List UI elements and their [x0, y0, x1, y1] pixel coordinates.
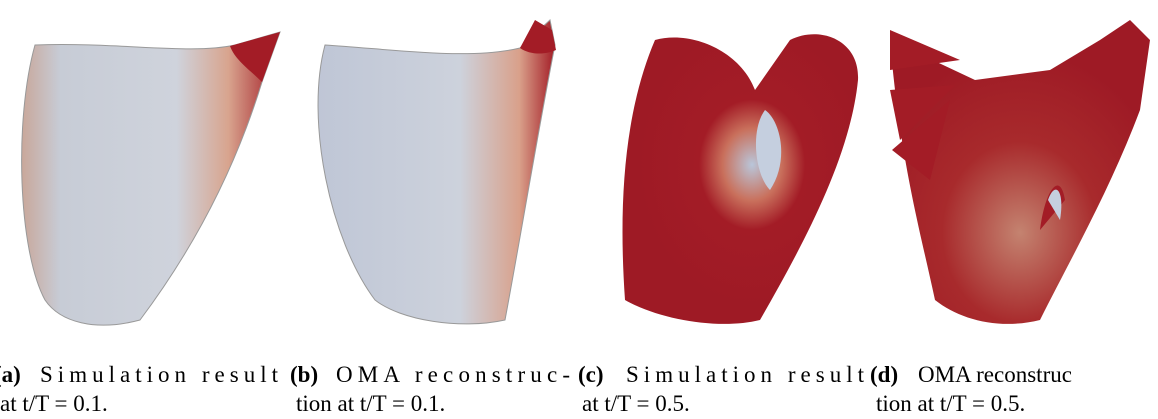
caption-line: OMA reconstruc	[918, 362, 1072, 387]
panel-c-image	[623, 34, 859, 324]
caption-line: at t/T = 0.1.	[0, 391, 108, 416]
subfigure-label: (a)	[0, 362, 21, 387]
subfigure-label: (c)	[578, 362, 604, 387]
caption-line: Simulation result	[40, 362, 279, 387]
panel-a-image	[22, 32, 280, 325]
caption-line: at t/T = 0.5.	[582, 391, 690, 416]
page: {"subfigures":[ {"label":"(a)","caption_…	[0, 0, 1158, 419]
subfigure-label: (d)	[870, 362, 898, 387]
caption-line: Simulation result	[626, 362, 865, 387]
panel-d-image	[890, 20, 1150, 324]
caption-line: tion at t/T = 0.5.	[876, 391, 1025, 416]
figure: (a) Simulation result at t/T = 0.1. (b) …	[0, 0, 1158, 419]
caption-line: tion at t/T = 0.1.	[296, 391, 445, 416]
captions: (a) Simulation result at t/T = 0.1. (b) …	[0, 362, 1072, 416]
caption-line: OMA reconstruc-	[336, 362, 570, 387]
panel-b-image	[318, 20, 556, 324]
subfigure-label: (b)	[290, 362, 318, 387]
